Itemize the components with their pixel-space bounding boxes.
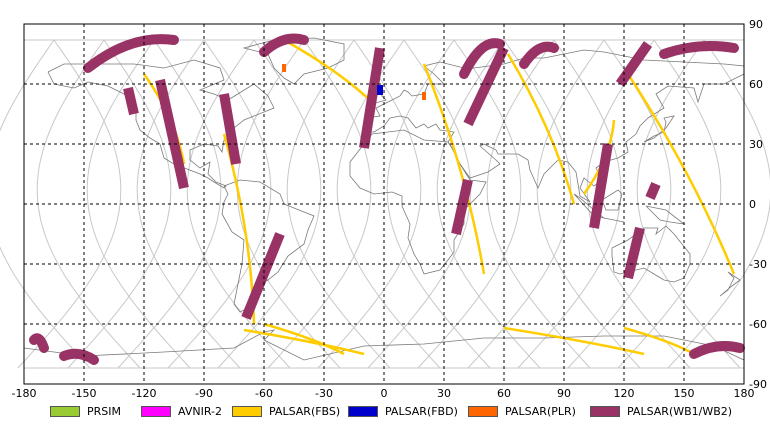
map-frame (23, 23, 745, 385)
legend: PRSIM AVNIR-2 PALSAR(FBS) PALSAR(FBD) PA… (0, 401, 770, 421)
legend-item-avnir2: AVNIR-2 (141, 401, 222, 421)
legend-swatch-palsar-wb (590, 405, 620, 417)
palsar-fbs-swath (422, 63, 486, 275)
coastline (349, 129, 487, 275)
palsar-fbs-swath (626, 73, 736, 275)
palsar-wb-arc (689, 341, 745, 359)
coastline (601, 189, 623, 211)
y-tick-label: -90 (749, 378, 767, 391)
y-tick-labels: 90 60 30 0 -30 -60 -90 (749, 18, 767, 391)
palsar-wb-arc (59, 348, 99, 365)
coastline (645, 205, 686, 225)
palsar-fbs-swath (243, 328, 365, 356)
x-tick-label: 0 (381, 387, 388, 400)
ground-track (417, 39, 522, 369)
x-tick-label: 30 (437, 387, 451, 400)
legend-label-palsar-wb: PALSAR(WB1/WB2) (627, 404, 733, 418)
x-tick-label: 90 (557, 387, 571, 400)
palsar-wb-swath (623, 226, 645, 280)
palsar-fbs-swath (283, 38, 375, 105)
palsar-wb-arc (29, 333, 49, 353)
legend-label-avnir2: AVNIR-2 (178, 404, 222, 418)
ground-track (86, 39, 191, 369)
palsar-wb-swath (155, 78, 189, 190)
palsar-fbs-swath (623, 326, 695, 356)
x-tick-label: 60 (497, 387, 511, 400)
observation-swaths (29, 33, 745, 365)
legend-swatch-palsar-fbs (232, 405, 262, 417)
ground-track (536, 39, 641, 369)
legend-item-palsar-fbs: PALSAR(FBS) (232, 401, 340, 421)
palsar-wb-arc (83, 34, 179, 73)
palsar-wb-swath (589, 143, 613, 229)
coastline (23, 329, 745, 361)
legend-swatch-palsar-plr (468, 405, 498, 417)
y-tick-label: -30 (749, 258, 767, 271)
x-tick-label: 180 (734, 387, 755, 400)
x-tick-label: -90 (195, 387, 213, 400)
y-tick-label: -60 (749, 318, 767, 331)
coastline (611, 225, 691, 283)
x-tick-label: -150 (72, 387, 97, 400)
ground-track (667, 39, 770, 369)
palsar-wb-arc (519, 41, 559, 69)
legend-item-palsar-wb: PALSAR(WB1/WB2) (590, 401, 732, 421)
coastline (643, 115, 675, 143)
x-tick-label: 120 (614, 387, 635, 400)
palsar-wb-swath (451, 178, 473, 236)
palsar-wb-arc (459, 38, 505, 79)
ground-track (236, 39, 341, 369)
palsar-wb-swath (645, 182, 661, 200)
legend-swatch-prism (50, 405, 80, 417)
palsar-wb-swath (615, 41, 653, 87)
x-tick-label: -30 (315, 387, 333, 400)
coastline (47, 59, 275, 189)
legend-label-prism: PRSIM (87, 404, 121, 418)
x-tick-labels: -180 -150 -120 -90 -60 -30 0 30 60 90 120 150 180 (12, 387, 755, 400)
legend-swatch-avnir2 (141, 405, 171, 417)
palsar-wb-swath (463, 45, 509, 127)
x-tick-label: -180 (12, 387, 37, 400)
y-tick-label: 30 (749, 138, 763, 151)
palsar-fbd-spot (377, 85, 383, 95)
palsar-fbs-swath (503, 326, 645, 356)
ground-track (267, 39, 372, 369)
ground-track (0, 39, 91, 369)
palsar-plr-spot (422, 92, 426, 100)
palsar-wb-swath (219, 93, 241, 165)
coastline (719, 271, 741, 297)
palsar-fbs-swath (263, 322, 345, 356)
palsar-wb-swath (241, 232, 285, 320)
x-tick-label: 150 (674, 387, 695, 400)
legend-label-palsar-fbs: PALSAR(FBS) (269, 404, 341, 418)
legend-item-palsar-plr: PALSAR(PLR) (468, 401, 576, 421)
palsar-wb-swath (359, 47, 385, 149)
legend-label-palsar-fbd: PALSAR(FBD) (385, 404, 458, 418)
palsar-wb-swath (123, 86, 139, 116)
ground-track (117, 39, 222, 369)
palsar-wb-arc (259, 33, 309, 57)
y-tick-label: 90 (749, 18, 763, 31)
x-tick-label: -60 (255, 387, 273, 400)
legend-item-palsar-fbd: PALSAR(FBD) (348, 401, 458, 421)
x-tick-label: -120 (132, 387, 157, 400)
palsar-wb-arc (659, 41, 739, 59)
palsar-fbs-swath (506, 53, 576, 205)
legend-swatch-palsar-fbd (348, 405, 378, 417)
y-tick-label: 0 (749, 198, 756, 211)
graticule (24, 24, 744, 384)
palsar-plr-spot (282, 64, 286, 72)
y-tick-label: 60 (749, 78, 763, 91)
legend-label-palsar-plr: PALSAR(PLR) (505, 404, 576, 418)
legend-item-prism: PRSIM (50, 401, 121, 421)
